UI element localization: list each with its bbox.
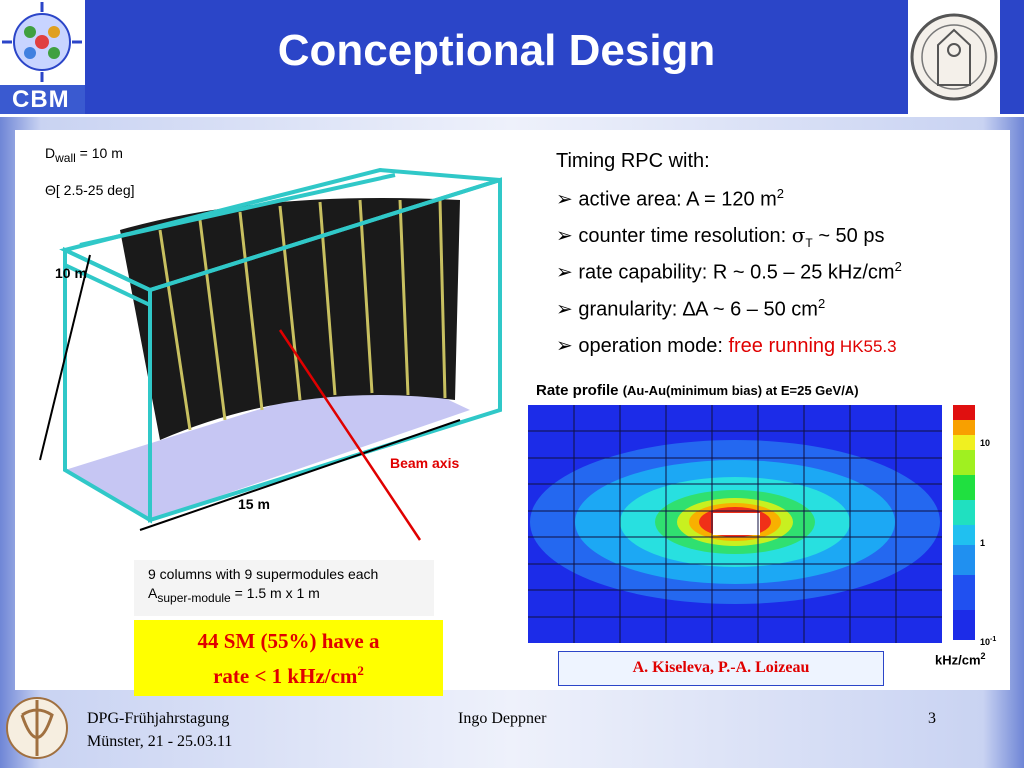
logo-dot <box>35 35 49 49</box>
footer-page: 3 <box>928 710 936 727</box>
wall-distance: Dwall = 10 m <box>45 145 123 165</box>
label-part: = 1.5 m x 1 m <box>230 585 320 601</box>
logo-arrows <box>2 2 82 82</box>
credit-box: A. Kiseleva, P.-A. Loizeau <box>558 651 884 686</box>
bullet-text: counter time resolution: <box>578 225 792 247</box>
highlight-text: rate < 1 kHz/cm <box>213 664 358 688</box>
header-rule <box>0 114 1024 117</box>
colorbar-label: 1 <box>980 538 986 548</box>
colorbar <box>953 405 975 640</box>
bullet-text: ~ 50 ps <box>812 225 885 247</box>
seal-inner <box>921 24 987 90</box>
logo-text: CBM <box>6 86 76 114</box>
beam-hole <box>713 513 760 535</box>
bullet-text: operation mode: <box>578 335 729 357</box>
colorbar-label: 10 <box>980 438 991 448</box>
colorbar-exp: -1 <box>990 636 997 643</box>
bullet-tag: HK55.3 <box>835 337 897 356</box>
bullet: ➢ operation mode: free running HK55.3 <box>556 335 897 357</box>
footer-author: Ingo Deppner <box>458 710 547 727</box>
beam-line <box>278 329 422 541</box>
bullet-sup: 2 <box>817 296 826 311</box>
angle-range: Θ[ 2.5-25 deg] <box>45 182 135 198</box>
highlight-line: rate < 1 kHz/cm2 <box>134 656 443 691</box>
rate-title: Rate profile <box>536 382 619 399</box>
header-band <box>0 0 1024 114</box>
bullet: ➢ active area: A = 120 m2 <box>556 186 785 211</box>
module-grid <box>528 405 942 643</box>
dimension-10m <box>39 254 91 461</box>
logo-graphic <box>0 0 85 114</box>
dimension-15m <box>139 419 461 531</box>
seal-figure <box>937 28 971 86</box>
logo-dot <box>48 47 60 59</box>
label-part: A <box>148 585 158 601</box>
dpg-symbol <box>20 700 54 756</box>
bullet-text: A ~ 6 – 50 cm <box>695 298 818 321</box>
bullet-intro: Timing RPC with: <box>556 150 710 172</box>
rate-profile-title: Rate profile (Au-Au(minimum bias) at E=2… <box>536 382 859 399</box>
footer-place: Münster, 21 - 25.03.11 <box>87 733 233 750</box>
label-part: = 10 m <box>75 145 123 161</box>
floor-plate <box>65 370 470 520</box>
beam-axis-label: Beam axis <box>390 455 460 471</box>
bullet-highlight: free running <box>728 335 836 357</box>
cbm-logo <box>0 0 85 114</box>
slide-title: Conceptional Design <box>277 26 716 75</box>
logo-dot <box>24 26 36 38</box>
seal-head <box>947 43 961 57</box>
highlight-box: 44 SM (55%) have a rate < 1 kHz/cm2 <box>134 620 443 696</box>
bullet: ➢ counter time resolution: σT ~ 50 ps <box>556 223 885 250</box>
width-label: 15 m <box>238 496 270 512</box>
university-seal <box>908 0 1000 114</box>
height-label: 10 m <box>55 265 87 281</box>
colorbar-unit: kHz/cm2 <box>935 651 986 667</box>
label-sub: wall <box>55 150 76 165</box>
bullet-text: rate capability: R ~ 0.5 – 25 kHz/cm <box>578 261 895 284</box>
rate-subtitle: (Au-Au(minimum bias) at E=25 GeV/A) <box>622 383 859 398</box>
footer-conference: DPG-Frühjahrstagung <box>87 710 230 727</box>
area-caption: Asuper-module = 1.5 m x 1 m <box>148 585 320 605</box>
supermodule-columns <box>158 199 447 431</box>
highlight-line: 44 SM (55%) have a <box>197 629 380 653</box>
bullet: ➢ granularity: ∆A ~ 6 – 50 cm2 <box>556 296 826 321</box>
bullet-text: granularity: <box>578 298 683 321</box>
colorbar-label: 10-1 <box>980 636 996 647</box>
bullet-text: active area: A = 120 m <box>578 188 777 211</box>
unit-text: kHz/cm <box>935 652 981 668</box>
support-frame <box>59 167 502 524</box>
bullet-sup: 2 <box>776 186 785 201</box>
columns-caption: 9 columns with 9 supermodules each <box>148 566 379 582</box>
logo-dot <box>48 26 60 38</box>
bullet: ➢ rate capability: R ~ 0.5 – 25 kHz/cm2 <box>556 259 902 284</box>
bullet-symbol: σ <box>791 223 806 247</box>
label-part: D <box>45 145 56 161</box>
seal-graphic <box>910 13 998 101</box>
caption-bg <box>134 560 434 616</box>
logo-dot <box>24 47 36 59</box>
highlight-sup: 2 <box>357 663 364 678</box>
bullet-symbol: ∆ <box>682 298 696 321</box>
colorbar-base: 10 <box>980 637 991 647</box>
bullet-sup: 2 <box>894 259 902 274</box>
label-sub: super-module <box>157 590 231 605</box>
unit-sup: 2 <box>980 651 986 661</box>
bullet-sub: T <box>805 236 813 250</box>
